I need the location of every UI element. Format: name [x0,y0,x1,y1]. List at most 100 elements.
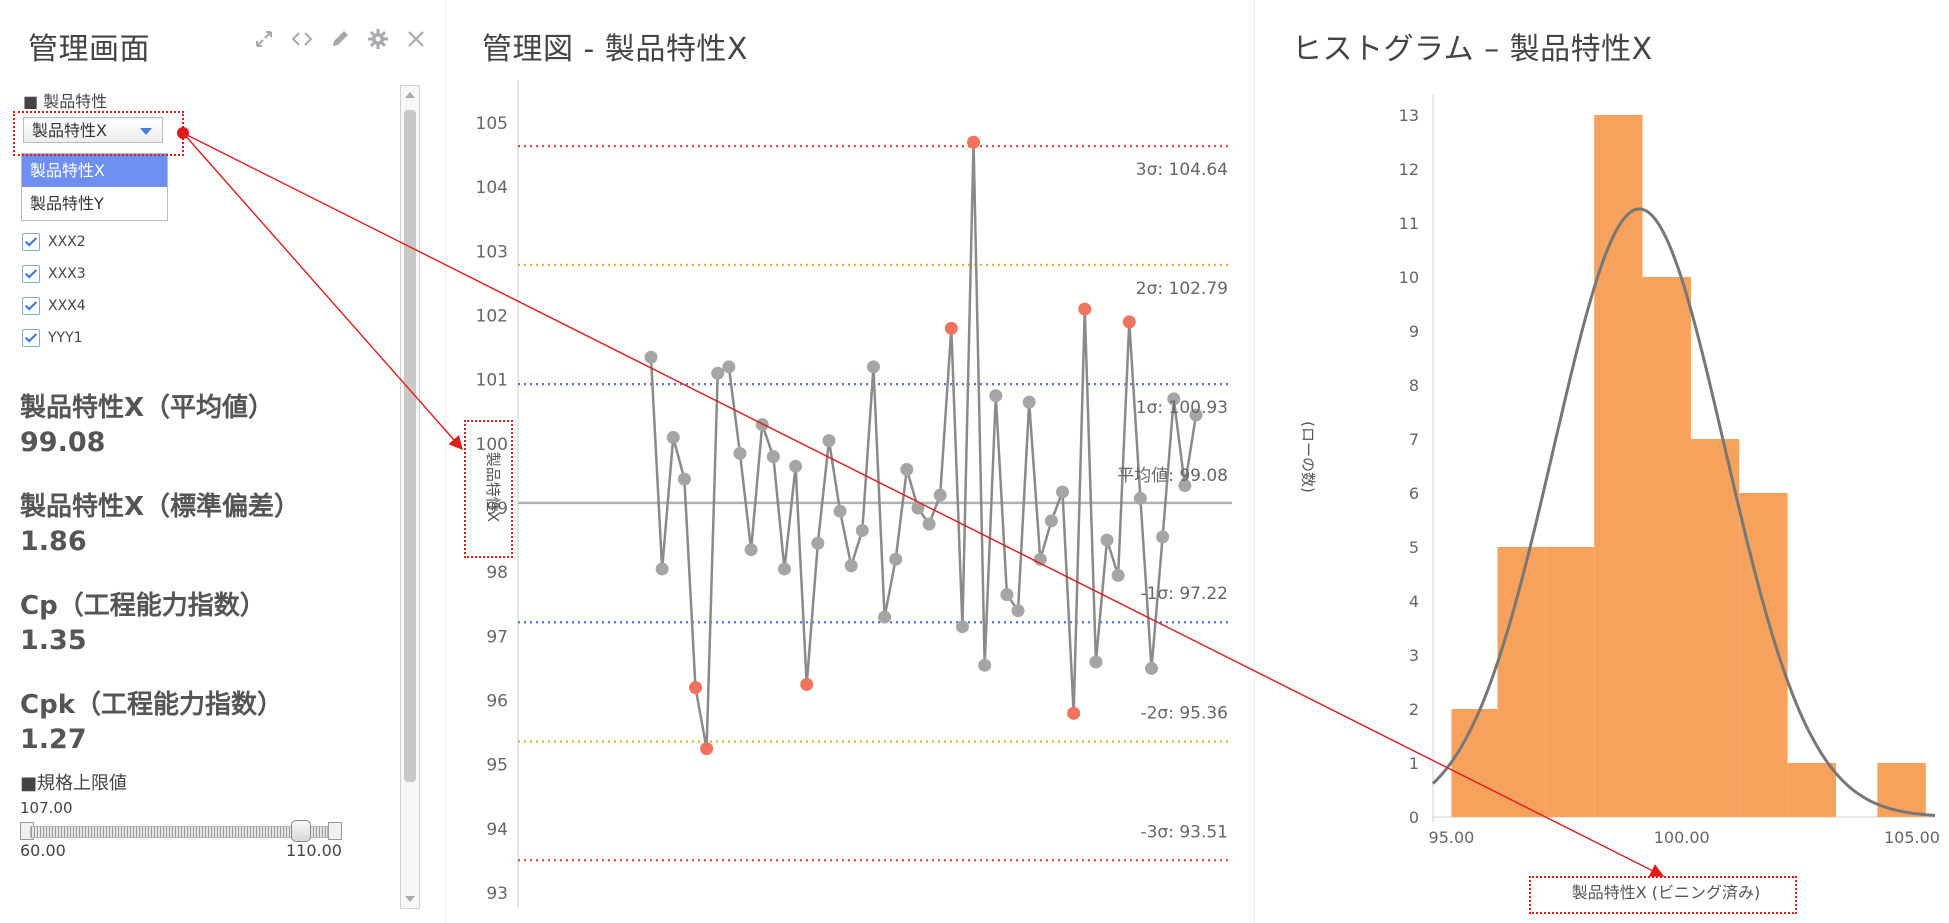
usl-label: ■規格上限値 [20,773,128,794]
data-point [1100,533,1114,547]
checkbox[interactable] [22,265,40,283]
slider-knob[interactable] [291,820,312,842]
y-tick-label: 96 [486,692,508,712]
checkbox-label: XXX2 [48,234,86,250]
data-point [1044,514,1058,528]
data-point [811,536,825,550]
kpi-mean-label: 製品特性X（平均値） [20,393,275,423]
checkbox-item[interactable]: XXX4 [22,297,86,315]
outlier-point [688,681,702,695]
y-tick-label: 104 [476,178,508,198]
x-tick-label: 105.00 [1884,828,1940,847]
outlier-point [967,135,981,149]
checkbox[interactable] [22,297,40,315]
data-point [866,360,880,374]
scroll-thumb[interactable] [404,110,416,782]
slider-max-label: 110.00 [286,841,342,860]
slider-min-label: 60.00 [20,841,66,860]
checkbox-item[interactable]: XXX2 [22,233,86,251]
control-chart-title: 管理図 - 製品特性X [482,32,748,67]
checkbox-item[interactable]: XXX3 [22,265,86,283]
code-icon[interactable] [291,28,313,50]
limit-label: 3σ: 104.64 [1136,160,1228,180]
histogram-bar [1594,115,1643,817]
kpi-sd-label: 製品特性X（標準偏差） [20,492,301,522]
histogram-bar [1451,709,1498,817]
annotation-box-ylabel [464,420,513,558]
y-tick-label: 6 [1409,484,1419,503]
histogram-bar [1877,763,1926,817]
data-point [1022,395,1036,409]
checkbox-label: YYY1 [48,330,83,346]
histogram-bar [1690,439,1740,817]
control-chart-panel: 管理図 - 製品特性X 93 94 95 96 97 98 99 100 101 102 103 10… [446,0,1255,923]
left-scrollbar[interactable] [400,85,420,909]
y-tick-label: 94 [486,820,508,840]
data-point [722,360,736,374]
expand-icon[interactable] [253,28,275,50]
outlier-point [800,677,814,691]
select-value: 製品特性X [32,121,107,140]
data-point [900,463,914,476]
slider-right-button[interactable] [328,822,342,840]
x-tick-label: 100.00 [1654,828,1710,847]
outlier-point [700,742,714,756]
outlier-point [1122,315,1136,329]
kpi-cpk-label: Cpk（工程能力指数） [20,690,283,720]
option-y[interactable]: 製品特性Y [30,194,104,213]
data-point [889,552,903,566]
y-tick-label: 13 [1399,106,1419,125]
y-tick-label: 105 [476,114,508,134]
checkbox[interactable] [22,233,40,251]
slider-track[interactable] [30,826,328,838]
y-tick-label: 2 [1409,700,1419,719]
outlier-point [1078,302,1092,316]
data-point [777,562,791,576]
histogram-bar [1787,763,1836,817]
y-tick-label: 1 [1409,754,1419,773]
data-point [978,658,992,672]
y-tick-label: 101 [476,371,508,391]
close-icon[interactable] [405,28,427,50]
checkbox-item[interactable]: YYY1 [22,329,83,347]
usl-value: 107.00 [20,799,73,817]
outlier-point [944,321,958,335]
y-tick-label: 103 [476,242,508,262]
kpi-cp-label: Cp（工程能力指数） [20,591,266,621]
histogram-title: ヒストグラム – 製品特性X [1292,32,1653,67]
annotation-box-dropdown [13,111,184,156]
histogram-bar [1642,277,1691,817]
checkbox[interactable] [22,329,40,347]
y-tick-label: 10 [1399,268,1419,287]
chevron-down-icon [140,128,152,135]
data-point [1133,491,1147,505]
limit-label: 平均値: 99.08 [1117,466,1228,486]
usl-slider[interactable] [20,820,342,842]
limit-label: -3σ: 93.51 [1140,822,1228,842]
characteristic-label: ■ 製品特性 [23,92,108,111]
y-axis-label: (ローの数) [1299,421,1317,493]
limit-label: 1σ: 100.93 [1136,398,1228,418]
characteristic-select[interactable]: 製品特性X [23,117,163,143]
limit-label: -2σ: 95.36 [1140,704,1228,724]
data-point [1089,655,1103,669]
series-line [649,142,1198,749]
y-tick-label: 98 [486,563,508,583]
data-point [922,517,936,531]
option-x[interactable]: 製品特性X [22,154,167,187]
kpi-cpk-value: 1.27 [20,724,87,755]
data-point [833,504,847,518]
gear-icon[interactable] [367,28,389,50]
y-tick-label: 9 [1409,322,1419,341]
data-point [1056,485,1070,499]
panel-title: 管理画面 [28,32,150,67]
data-point [1000,588,1014,602]
scroll-down-icon[interactable] [405,896,415,902]
data-point [989,389,1003,403]
data-point [666,430,680,444]
y-tick-label: 97 [486,627,508,647]
pencil-icon[interactable] [329,28,351,50]
scroll-up-icon[interactable] [405,92,415,98]
y-tick-label: 0 [1409,808,1419,827]
y-tick-label: 7 [1409,430,1419,449]
